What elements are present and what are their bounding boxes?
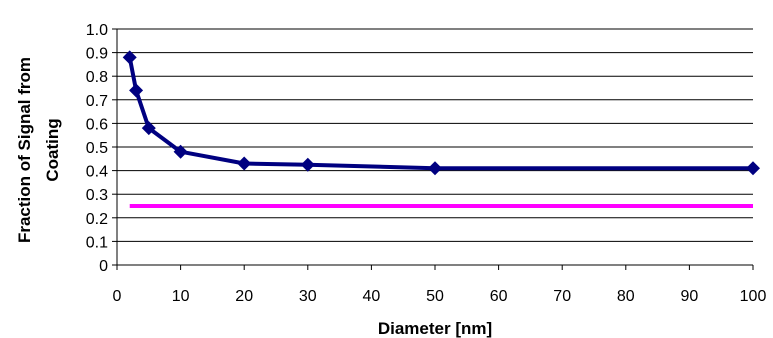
x-tick-label: 70 — [553, 288, 571, 305]
x-tick-labels: 0 10 20 30 40 50 60 70 80 90 100 — [113, 288, 767, 305]
data-point — [141, 121, 156, 136]
data-point — [173, 144, 188, 159]
y-axis-title-line-2: Coating — [43, 118, 62, 181]
data-point — [300, 157, 315, 172]
y-tick-label: 1.0 — [86, 22, 108, 39]
x-tick-label: 50 — [426, 288, 444, 305]
data-point — [237, 156, 252, 171]
data-point — [428, 161, 442, 176]
x-tick-label: 100 — [740, 288, 767, 305]
x-tick-label: 80 — [617, 288, 635, 305]
y-axis-title-line-1: Fraction of Signal from — [15, 57, 34, 243]
y-tick-label: 0.9 — [86, 46, 108, 63]
series-layer — [122, 50, 760, 208]
x-tick-label: 10 — [172, 288, 190, 305]
x-tick-label: 30 — [299, 288, 317, 305]
y-tick-label: 0 — [99, 258, 108, 275]
x-tick-label: 90 — [681, 288, 699, 305]
y-tick-label: 0.6 — [86, 116, 108, 133]
y-tick-label: 0.2 — [86, 211, 108, 228]
data-point — [122, 50, 137, 65]
y-tick-label: 0.5 — [86, 140, 108, 157]
y-tick-label: 0.8 — [86, 69, 108, 86]
data-point — [746, 161, 760, 176]
data-point — [129, 83, 144, 98]
y-tick-label: 0.1 — [86, 234, 108, 251]
y-tick-labels: 0 0.1 0.2 0.3 0.4 0.5 0.6 0.7 0.8 0.9 1.0 — [86, 22, 108, 275]
x-tick-label: 40 — [363, 288, 381, 305]
y-tick-label: 0.3 — [86, 187, 108, 204]
grid-lines — [112, 28, 754, 270]
x-tick-label: 20 — [235, 288, 253, 305]
series-line-0 — [127, 56, 753, 171]
x-axis-title: Diameter [nm] — [378, 319, 492, 338]
x-tick-label: 60 — [490, 288, 508, 305]
x-tick-label: 0 — [113, 288, 122, 305]
y-tick-label: 0.7 — [86, 93, 108, 110]
y-tick-label: 0.4 — [86, 164, 108, 181]
